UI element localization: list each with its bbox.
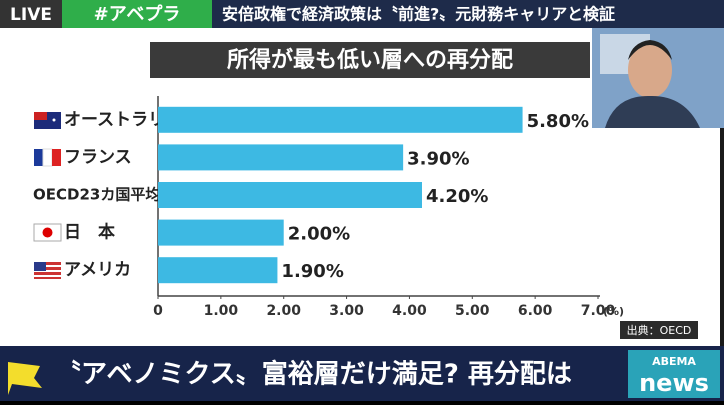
x-tick-label: 0 — [153, 303, 163, 319]
headline-box — [212, 0, 724, 28]
category-label: 日 本 — [64, 222, 115, 243]
bar — [158, 219, 284, 246]
x-tick-label: 5.00 — [455, 303, 490, 319]
live-box — [0, 0, 62, 28]
x-tick-label: 4.00 — [392, 303, 427, 319]
source-box — [620, 321, 698, 339]
bar — [158, 182, 422, 208]
category-label: オーストラリア — [64, 110, 182, 130]
bar — [158, 106, 523, 133]
chart-title: 所得が最も低い層への再分配 — [227, 47, 513, 73]
flag-japan — [33, 223, 62, 242]
headline: 安倍政権で経済政策は〝前進?〟元財務キャリアと検証 — [222, 5, 615, 24]
logo-top: ABEMA — [652, 355, 696, 368]
caption: 〝アベノミクス〟富裕層だけ満足? 再分配は — [55, 359, 572, 390]
bar — [158, 144, 404, 171]
live-label: LIVE — [10, 5, 52, 25]
hashtag-box — [62, 0, 212, 28]
x-tick-label: 1.00 — [204, 303, 239, 319]
value-label: 1.90% — [281, 261, 343, 282]
x-tick-label: 6.00 — [518, 303, 553, 319]
value-label: 5.80% — [527, 111, 589, 132]
value-label: 4.20% — [426, 186, 488, 207]
category-label: OECD23カ国平均 — [33, 186, 160, 204]
logo-bottom: news — [639, 369, 709, 397]
caption-bar — [0, 346, 724, 401]
value-label: 2.00% — [288, 224, 350, 245]
hashtag: #アベプラ — [94, 3, 181, 25]
caption-icon — [8, 362, 42, 395]
presenter-video — [592, 28, 724, 128]
category-label: アメリカ — [64, 260, 131, 280]
value-label: 3.90% — [407, 148, 469, 169]
source: 出典：OECD — [627, 323, 692, 337]
logo-box — [628, 350, 720, 398]
x-tick-label: 7.00 — [581, 303, 616, 319]
category-label: フランス — [64, 147, 132, 167]
flag-australia — [34, 112, 61, 129]
x-tick-label: 2.00 — [266, 303, 301, 319]
x-unit: (%) — [603, 305, 624, 318]
flag-france — [34, 148, 61, 167]
title-box — [150, 42, 590, 78]
x-tick-label: 3.00 — [329, 303, 364, 319]
bar — [158, 257, 278, 284]
flag-usa — [34, 262, 61, 279]
